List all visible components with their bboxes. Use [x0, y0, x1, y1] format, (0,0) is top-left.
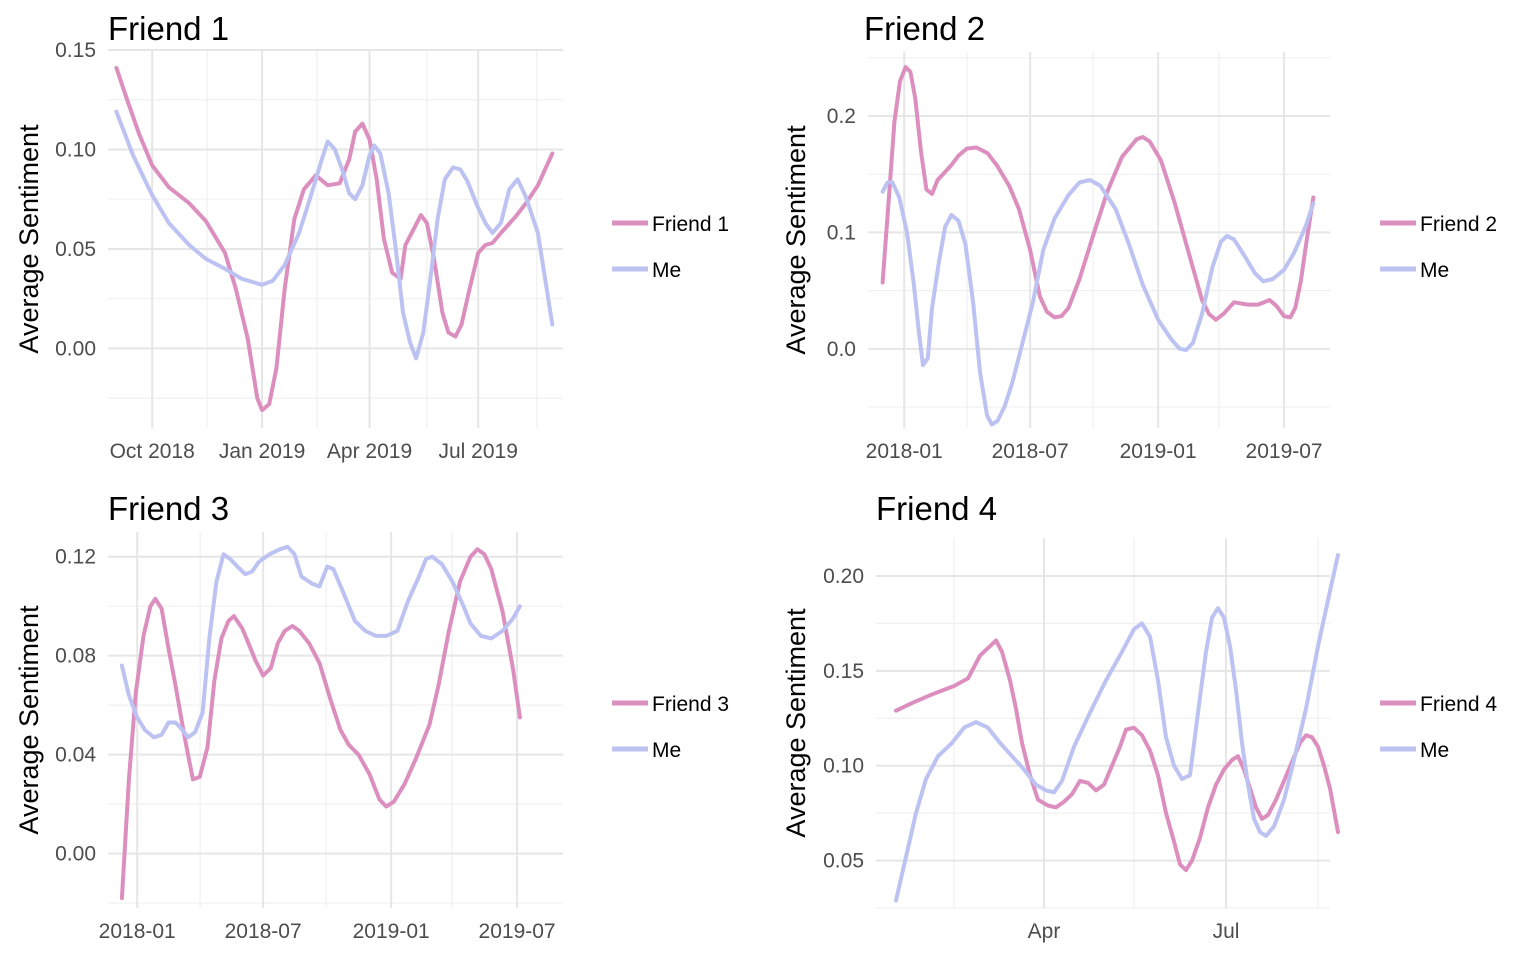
y-tick-label: 0.20	[823, 565, 864, 588]
y-tick-label: 0.15	[55, 39, 96, 62]
x-tick-label: Jul	[1213, 920, 1240, 943]
x-tick-label: 2019-01	[1120, 440, 1197, 463]
y-tick-label: 0.05	[55, 238, 96, 261]
legend-label: Friend 3	[652, 693, 729, 716]
y-axis-label: Average Sentiment	[781, 608, 811, 838]
y-tick-label: 0.12	[55, 546, 96, 569]
series-line-me	[894, 553, 1340, 903]
series-line-me	[880, 178, 1316, 427]
x-tick-label: Apr 2019	[327, 440, 412, 463]
panel-title: Friend 3	[108, 490, 229, 527]
x-tick-label: Apr	[1028, 920, 1061, 943]
y-axis-label: Average Sentiment	[781, 125, 811, 355]
y-tick-label: 0.15	[823, 660, 864, 683]
panel-title: Friend 2	[864, 10, 985, 47]
series-line-me	[119, 544, 522, 740]
y-tick-label: 0.00	[55, 843, 96, 866]
y-tick-label: 0.05	[823, 850, 864, 873]
y-tick-label: 0.10	[823, 755, 864, 778]
x-tick-label: Jul 2019	[439, 440, 518, 463]
legend-label: Friend 1	[652, 213, 729, 236]
legend-label: Me	[652, 739, 681, 762]
panel-2: 0.0 0.1 0.2 2018-01 2018-07 2019-01 2019-07 Fri…	[781, 10, 1497, 463]
y-tick-label: 0.10	[55, 138, 96, 161]
y-axis-label: Average Sentiment	[14, 605, 44, 835]
series-line-me	[114, 109, 555, 361]
panel-3: 0.00 0.04 0.08 0.12 2018-01 2018-07 2019-01 201…	[14, 490, 729, 943]
legend-label: Me	[1420, 259, 1449, 282]
series-line-friend	[894, 638, 1340, 873]
y-tick-label: 0.0	[827, 338, 856, 361]
x-tick-label: 2018-01	[99, 920, 176, 943]
panel-1: 0.00 0.05 0.10 0.15 Oct 2018 Jan 2019 Apr 2019…	[14, 10, 729, 463]
legend-label: Friend 2	[1420, 213, 1497, 236]
series-line-friend	[119, 547, 522, 901]
legend-label: Me	[652, 259, 681, 282]
x-tick-label: 2018-07	[225, 920, 302, 943]
x-tick-label: 2018-07	[992, 440, 1069, 463]
panel-title: Friend 1	[108, 10, 229, 47]
y-axis-label: Average Sentiment	[14, 124, 44, 354]
y-tick-label: 0.00	[55, 337, 96, 360]
series-line-friend	[880, 65, 1316, 322]
x-tick-label: 2019-07	[479, 920, 556, 943]
panel-title: Friend 4	[876, 490, 997, 527]
x-tick-label: 2019-07	[1246, 440, 1323, 463]
x-tick-label: 2019-01	[353, 920, 430, 943]
y-tick-label: 0.2	[827, 105, 856, 128]
x-tick-label: Jan 2019	[219, 440, 305, 463]
legend: Friend 4 Me	[1380, 693, 1497, 762]
legend: Friend 2 Me	[1380, 213, 1497, 282]
x-tick-label: Oct 2018	[110, 440, 195, 463]
legend: Friend 3 Me	[612, 693, 729, 762]
legend-label: Friend 4	[1420, 693, 1497, 716]
y-tick-label: 0.08	[55, 645, 96, 668]
y-tick-label: 0.1	[827, 221, 856, 244]
y-tick-label: 0.04	[55, 744, 96, 767]
legend: Friend 1 Me	[612, 213, 729, 282]
panel-4: 0.05 0.10 0.15 0.20 Apr Jul Friend 4 Average Se…	[781, 490, 1497, 943]
x-tick-label: 2018-01	[866, 440, 943, 463]
legend-label: Me	[1420, 739, 1449, 762]
